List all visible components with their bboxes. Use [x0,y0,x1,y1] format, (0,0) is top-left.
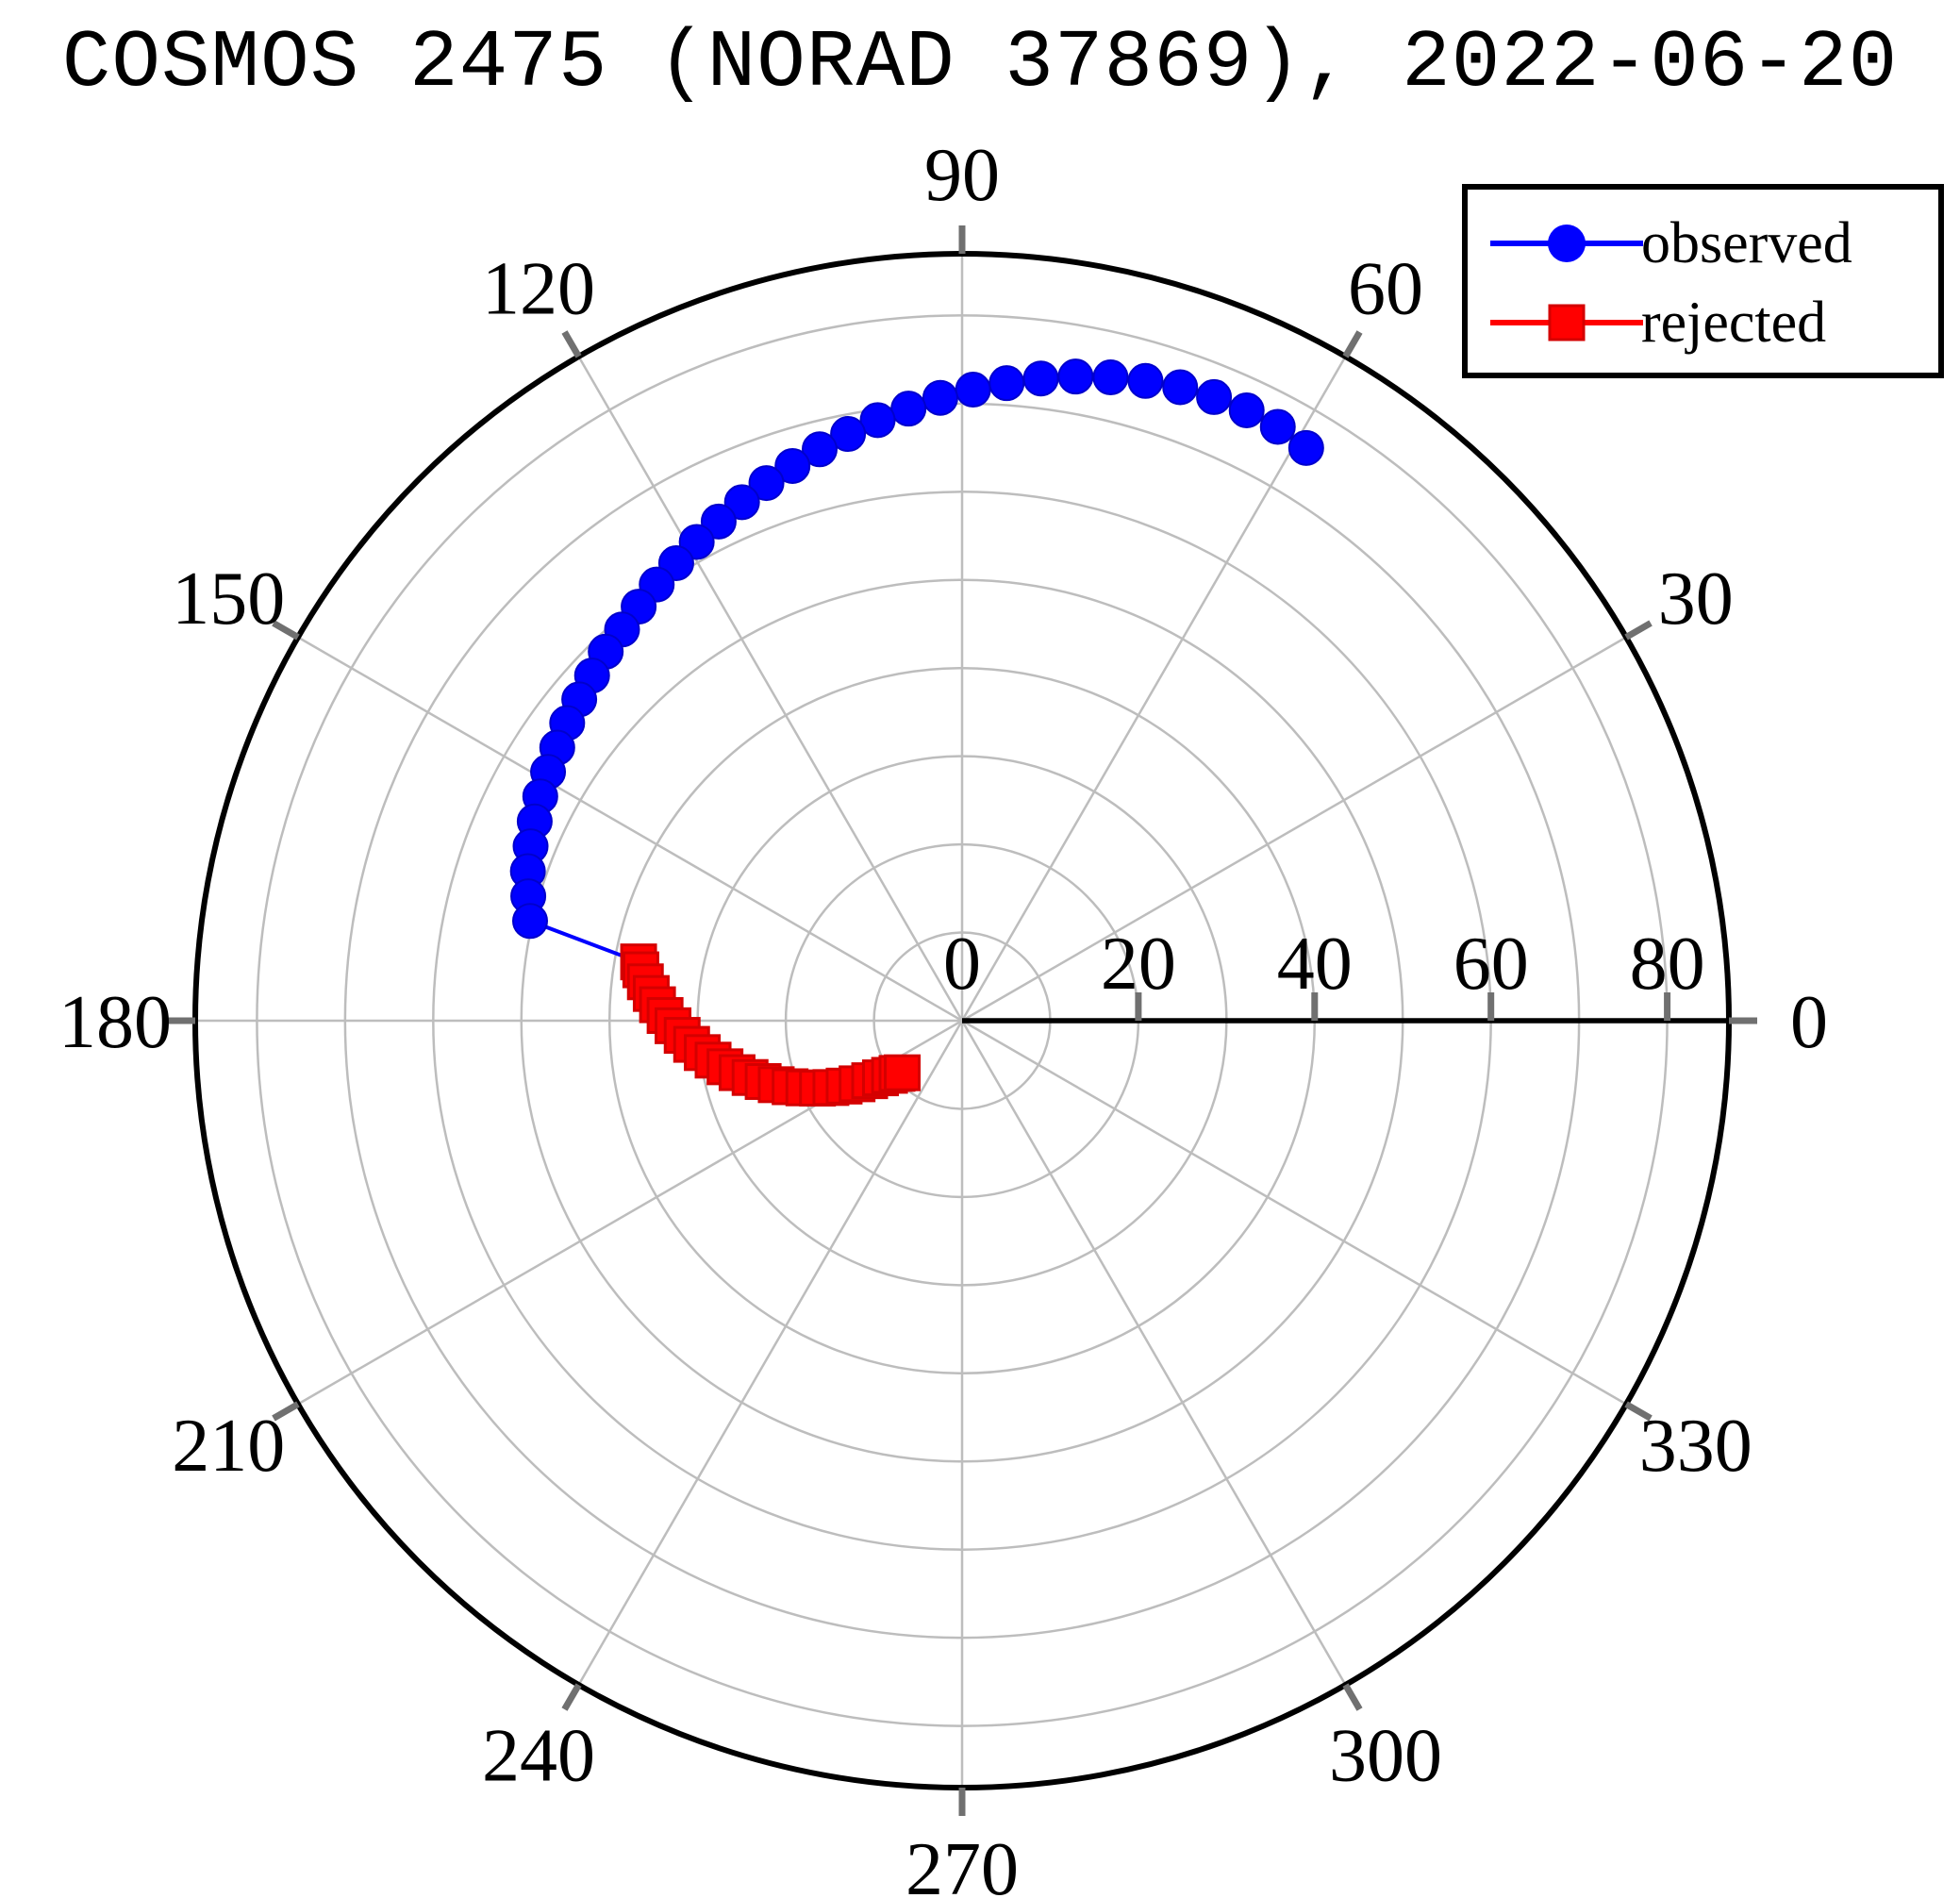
data-point [988,365,1025,402]
grid-spoke [577,1020,964,1686]
data-point [1092,359,1129,396]
data-point [955,372,991,408]
radius-tick-labels: 0 20 40 60 80 [943,923,1705,1006]
grid-spoke [961,1019,1627,1406]
data-point [1228,391,1265,428]
data-point [1259,408,1296,445]
radius-tick-label: 20 [1101,923,1176,1006]
angle-tick-mark [1624,1401,1653,1422]
chart-title: COSMOS 2475 (NORAD 37869), 2022-06-20 [61,17,1899,109]
angle-tick-mark [561,1683,582,1711]
angle-tick-label: 240 [482,1715,595,1798]
series-observed [509,358,1324,980]
radius-tick-label: 0 [943,923,981,1006]
data-series [509,358,1324,1107]
data-point [884,1054,922,1091]
data-point [774,447,811,484]
data-point [1162,369,1199,406]
angle-tick-label: 0 [1790,981,1828,1064]
grid-spoke [297,636,963,1023]
data-point [1196,378,1233,415]
angle-tick-mark [561,330,582,358]
angle-tick-label: 270 [905,1828,1019,1898]
grid-spoke [961,636,1627,1023]
angle-tick-label: 60 [1348,247,1423,330]
series-rejected [620,943,922,1107]
angle-tick-mark [272,1401,300,1422]
radius-tick-label: 80 [1630,923,1705,1006]
angle-tick-label: 300 [1329,1715,1442,1798]
data-point [700,503,737,540]
legend-marker [1548,304,1586,341]
angle-tick-label: 90 [924,134,1000,217]
data-point [922,379,958,416]
data-point [830,416,867,453]
angle-tick-mark [272,620,300,641]
series-line [525,375,1307,964]
angle-tick-mark [1624,620,1653,641]
legend-label: rejected [1641,291,1826,355]
legend-marker [1548,225,1586,262]
angle-tick-label: 210 [172,1405,285,1488]
angle-tick-label: 180 [58,981,172,1064]
data-point [1287,429,1324,466]
data-point [748,465,785,502]
data-point [1022,360,1059,397]
data-point [890,391,927,427]
legend-label: observed [1641,211,1852,275]
angle-tick-label: 120 [482,247,595,330]
grid-spoke [960,356,1347,1022]
data-point [723,484,760,521]
legend: observed rejected [1462,184,1944,378]
grid-spoke [960,1020,1347,1686]
angle-tick-label: 330 [1639,1405,1752,1488]
angle-ticks: 0 30 60 90 120 150 180 210 240 270 300 330 [58,134,1828,1898]
data-point [801,431,838,468]
angle-tick-label: 150 [172,558,285,641]
radius-tick-label: 40 [1277,923,1353,1006]
data-point [1127,362,1164,399]
legend-box [1462,184,1944,378]
data-point [512,903,549,940]
data-point [859,402,896,439]
radius-tick-label: 60 [1453,923,1529,1006]
data-point [1057,358,1094,395]
angle-tick-mark [1342,1683,1363,1711]
angle-tick-label: 30 [1658,558,1734,641]
angle-tick-mark [1342,330,1363,358]
grid-spoke [577,356,964,1022]
